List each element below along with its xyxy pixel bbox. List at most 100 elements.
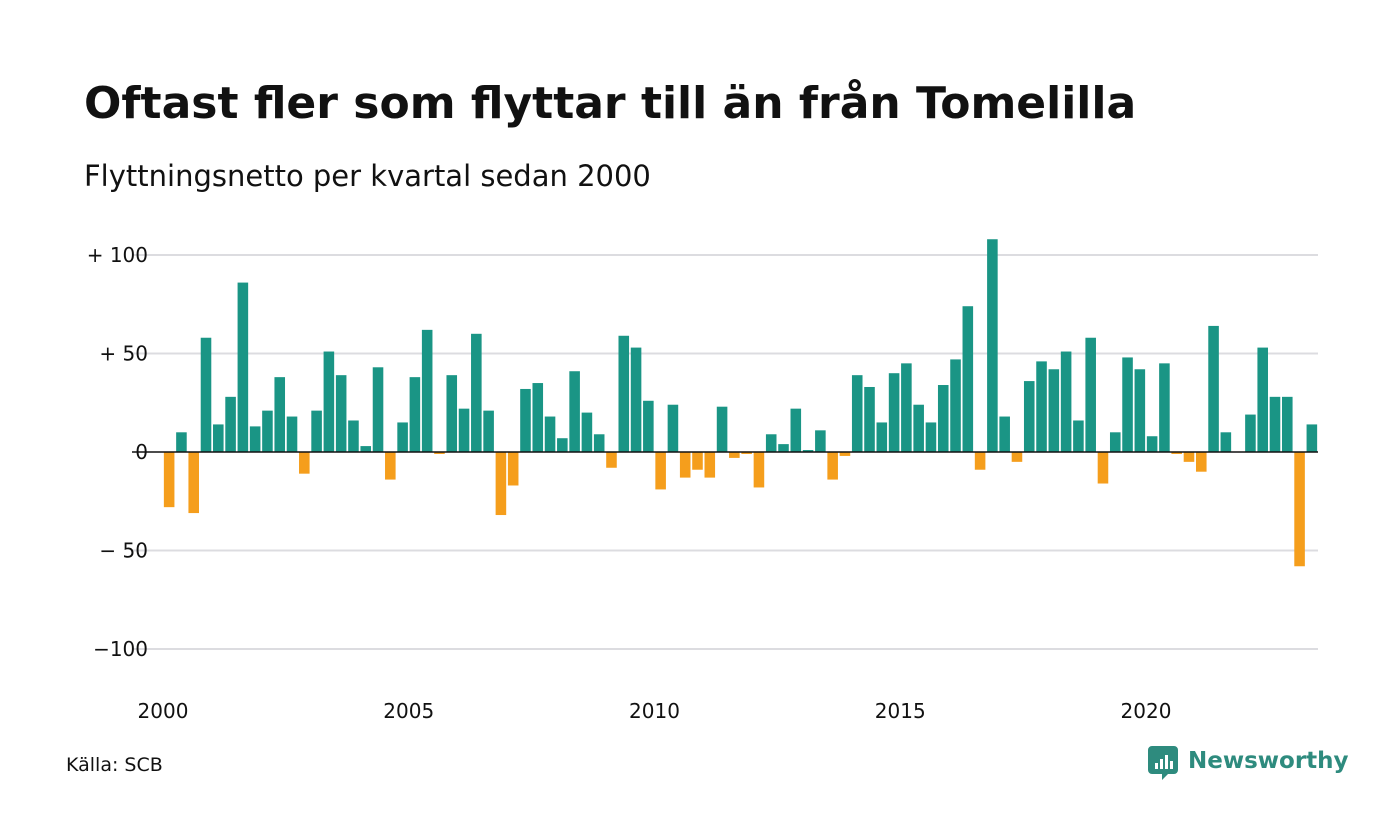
bar — [888, 373, 900, 452]
bar — [507, 452, 519, 486]
bar — [606, 452, 617, 468]
bar — [987, 239, 998, 452]
bar — [630, 347, 642, 452]
bar — [557, 438, 568, 452]
bar — [581, 412, 593, 452]
bar — [176, 432, 187, 452]
bar — [765, 434, 777, 452]
bar — [1146, 436, 1158, 452]
bar — [397, 422, 408, 452]
bar — [778, 444, 789, 452]
bar — [913, 404, 924, 452]
bar — [520, 388, 531, 452]
bar — [163, 452, 175, 508]
bar — [876, 422, 888, 452]
bar — [249, 426, 261, 452]
bar — [385, 452, 396, 480]
chart-subtitle: Flyttningsnetto per kvartal sedan 2000 — [84, 159, 651, 193]
bar — [901, 363, 912, 452]
bar — [274, 377, 286, 452]
chart-title: Oftast fler som flyttar till än från Tom… — [84, 78, 1136, 129]
bar — [569, 371, 580, 452]
bar — [950, 359, 961, 452]
bar — [348, 420, 359, 452]
brand-name: Newsworthy — [1188, 748, 1349, 774]
bar — [225, 396, 236, 452]
bar — [1048, 369, 1060, 452]
bar — [323, 351, 335, 452]
bar — [962, 306, 974, 452]
bar — [1109, 432, 1121, 452]
x-tick-label: 2010 — [629, 699, 680, 723]
bar — [1097, 452, 1109, 484]
bar — [213, 424, 224, 452]
bar — [864, 386, 875, 452]
bar — [802, 450, 814, 452]
y-axis-ticks: + 100+ 500− 50−100 — [87, 243, 148, 661]
bar — [643, 400, 654, 452]
bar — [421, 329, 433, 452]
bar — [286, 416, 298, 452]
bar — [1036, 361, 1047, 452]
y-tick-label: − 50 — [99, 539, 148, 563]
bar — [471, 333, 482, 452]
bar — [655, 452, 666, 490]
x-tick-label: 2015 — [875, 699, 926, 723]
bar — [1122, 357, 1133, 452]
bar — [716, 406, 728, 452]
y-tick-label: + 100 — [87, 243, 148, 267]
bar — [1085, 337, 1096, 452]
bar — [1023, 381, 1035, 452]
bar — [729, 452, 740, 458]
bar — [409, 377, 421, 452]
bar — [1269, 396, 1281, 452]
y-tick-label: −100 — [93, 637, 148, 661]
bar — [311, 410, 322, 452]
bar — [237, 282, 249, 452]
bar — [360, 446, 372, 452]
bar — [483, 410, 494, 452]
bar — [188, 452, 199, 514]
bar — [1294, 452, 1305, 567]
bar — [532, 383, 544, 452]
bar — [679, 452, 691, 478]
x-tick-label: 2020 — [1121, 699, 1172, 723]
source-label: Källa: SCB — [66, 754, 163, 776]
newsworthy-logo: Newsworthy — [1148, 746, 1349, 780]
bar — [372, 367, 384, 452]
bar — [495, 452, 507, 516]
bar — [1183, 452, 1195, 462]
bar — [618, 335, 630, 452]
bar — [827, 452, 838, 480]
bar — [741, 452, 752, 454]
bar — [925, 422, 937, 452]
bar — [544, 416, 556, 452]
bar — [1257, 347, 1268, 452]
bar — [446, 375, 458, 452]
bar — [1073, 420, 1084, 452]
bar — [335, 375, 347, 452]
bar — [753, 452, 765, 488]
bar — [1208, 325, 1219, 452]
bar — [200, 337, 212, 452]
bar — [299, 452, 310, 474]
bar — [1195, 452, 1207, 472]
bar — [458, 408, 470, 452]
bar — [434, 452, 445, 454]
bar — [1306, 424, 1318, 452]
bar — [1011, 452, 1023, 462]
bar — [1245, 414, 1256, 452]
bar — [851, 375, 863, 452]
bars — [163, 239, 1318, 567]
bar — [1134, 369, 1146, 452]
x-tick-label: 2005 — [383, 699, 434, 723]
bar — [262, 410, 273, 452]
bar — [1060, 351, 1072, 452]
bar — [815, 430, 826, 452]
bar — [593, 434, 605, 452]
y-tick-label: + 50 — [99, 342, 148, 366]
newsworthy-icon — [1148, 746, 1178, 780]
x-axis-ticks: 2000 2005 2010 2015 2020 — [138, 699, 1172, 723]
